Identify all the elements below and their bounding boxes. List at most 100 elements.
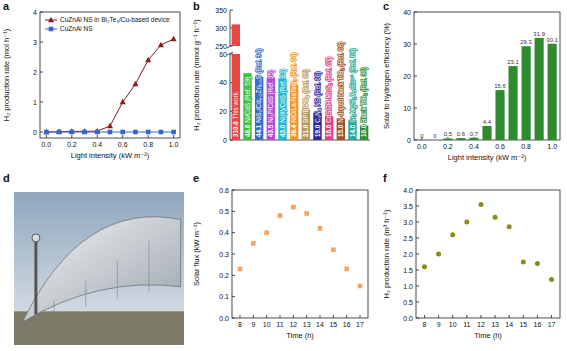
y-tick bbox=[416, 222, 419, 223]
photo-receiver bbox=[32, 234, 40, 242]
data-label-category: Ni(II)/CdS (Ref. 63) bbox=[279, 69, 287, 123]
series-line bbox=[46, 39, 173, 132]
plot-frame bbox=[40, 12, 180, 138]
y-tick bbox=[416, 286, 419, 287]
x-tick-label: 1.0 bbox=[169, 141, 179, 148]
y-tick-label: 3.5 bbox=[403, 203, 413, 210]
x-tick bbox=[266, 315, 267, 318]
data-label-category: Black TiO₂ (Ref. 36) bbox=[360, 67, 368, 123]
y-tick-label: 3 bbox=[33, 39, 37, 46]
data-label-value: 16.6 bbox=[325, 124, 332, 137]
x-tick-label: 11 bbox=[463, 321, 470, 328]
point bbox=[422, 264, 427, 269]
x-axis-label: Light intensity (kW m⁻²) bbox=[71, 151, 150, 160]
y-tick-label: 2 bbox=[33, 69, 37, 76]
x-tick-label: 0.8 bbox=[143, 141, 153, 148]
panel: d bbox=[3, 172, 184, 345]
data-label-category: BP/BiVO₄ (Ref. 65) bbox=[302, 69, 310, 123]
x-tick-label: 17 bbox=[548, 321, 556, 328]
data-label: 0.5 bbox=[444, 131, 453, 137]
x-tick bbox=[173, 135, 174, 138]
y-tick bbox=[232, 190, 235, 191]
y-tick-label: 2.0 bbox=[403, 251, 413, 258]
data-label-category: N-doped black TiO₂ (Ref. 68) bbox=[337, 42, 345, 123]
y-tick-label: 0.1 bbox=[219, 293, 229, 300]
data-label: 38.4NiO/La-NaTaO₃ (Ref. 64) bbox=[290, 53, 298, 137]
photo-mirror-seam bbox=[148, 241, 149, 291]
x-tick-label: 1.0 bbox=[547, 143, 557, 150]
data-label-value: 43.0 bbox=[279, 124, 286, 137]
y-tick bbox=[414, 108, 417, 109]
y-tick-label: 0.0 bbox=[403, 315, 413, 322]
data-label: 310.0This work bbox=[232, 91, 239, 137]
data-label-value: 21.0 bbox=[302, 124, 309, 137]
legend-label: CuZnAl NS in Bi₂Te₃/Cu-based device bbox=[60, 16, 170, 23]
point bbox=[171, 36, 177, 41]
data-label: 15.6 bbox=[494, 83, 506, 89]
x-tick-label: 16 bbox=[534, 321, 542, 328]
x-tick-label: 0.4 bbox=[92, 141, 102, 148]
y-tick bbox=[40, 12, 43, 13]
data-label: 0 bbox=[433, 133, 437, 139]
bar bbox=[456, 138, 465, 140]
x-tick bbox=[306, 315, 307, 318]
point bbox=[507, 224, 512, 229]
point bbox=[57, 130, 62, 135]
bar bbox=[548, 44, 557, 140]
x-tick-label: 0.8 bbox=[521, 143, 531, 150]
y-tick bbox=[416, 190, 419, 191]
x-tick-label: 0.2 bbox=[443, 143, 453, 150]
point bbox=[291, 205, 296, 210]
y-tick-label: 40 bbox=[219, 79, 227, 86]
y-axis-label: H₂ production rate (m³ h⁻¹) bbox=[382, 209, 391, 298]
x-tick bbox=[466, 315, 467, 318]
bar bbox=[417, 140, 426, 141]
y-tick-label: 1.5 bbox=[403, 267, 413, 274]
point bbox=[95, 130, 100, 135]
x-axis-label: Time (h) bbox=[286, 331, 314, 340]
x-tick-label: 0.6 bbox=[495, 143, 505, 150]
photo-mirror-seam bbox=[54, 301, 55, 314]
point bbox=[133, 130, 138, 135]
point bbox=[145, 57, 151, 62]
panel-label: f bbox=[383, 172, 387, 184]
y-tick bbox=[230, 10, 233, 11]
data-label: 21.0BP/BiVO₄ (Ref. 65) bbox=[302, 69, 310, 137]
x-tick-label: 8 bbox=[238, 321, 242, 328]
panel-label: e bbox=[193, 172, 199, 184]
legend-marker bbox=[49, 27, 54, 32]
plot-area bbox=[43, 36, 176, 135]
x-tick bbox=[537, 315, 538, 318]
point bbox=[304, 211, 309, 216]
point bbox=[70, 130, 75, 135]
point bbox=[159, 130, 164, 135]
point bbox=[120, 130, 125, 135]
data-label-category: NiS₂/Cd₀.₅Zn₀.₅S (Ref. 34) bbox=[255, 49, 263, 123]
y-tick-label: 3.0 bbox=[403, 219, 413, 226]
y-tick-label: 0 bbox=[33, 129, 37, 136]
x-tick-label: 14 bbox=[505, 321, 513, 328]
x-tick bbox=[509, 315, 510, 318]
bar bbox=[232, 54, 240, 140]
bar bbox=[243, 73, 251, 140]
x-tick-label: 0.6 bbox=[118, 141, 128, 148]
y-tick-label: 250 bbox=[215, 43, 227, 50]
data-label: 14.0Sr₃MgSi₂O₈:Eu²⁺ (Ref. 69) bbox=[349, 48, 357, 137]
point bbox=[318, 226, 323, 231]
point bbox=[69, 128, 75, 133]
photo-post bbox=[34, 238, 37, 315]
data-label: 46.6Ni/CdS (Ref. 59) bbox=[244, 77, 252, 137]
x-tick-label: 13 bbox=[491, 321, 499, 328]
data-label: 0.6 bbox=[457, 131, 466, 137]
point bbox=[43, 129, 49, 134]
y-tick-label: 10 bbox=[403, 105, 411, 112]
panel-label: a bbox=[3, 0, 10, 12]
bar bbox=[509, 66, 518, 140]
point bbox=[94, 128, 100, 133]
data-label: 23.1 bbox=[507, 59, 519, 65]
y-tick-label: 0.0 bbox=[219, 315, 229, 322]
plot-area bbox=[443, 38, 556, 140]
y-tick-label: 1 bbox=[33, 99, 37, 106]
x-axis-label: Time (h) bbox=[474, 331, 502, 340]
x-tick bbox=[346, 315, 347, 318]
